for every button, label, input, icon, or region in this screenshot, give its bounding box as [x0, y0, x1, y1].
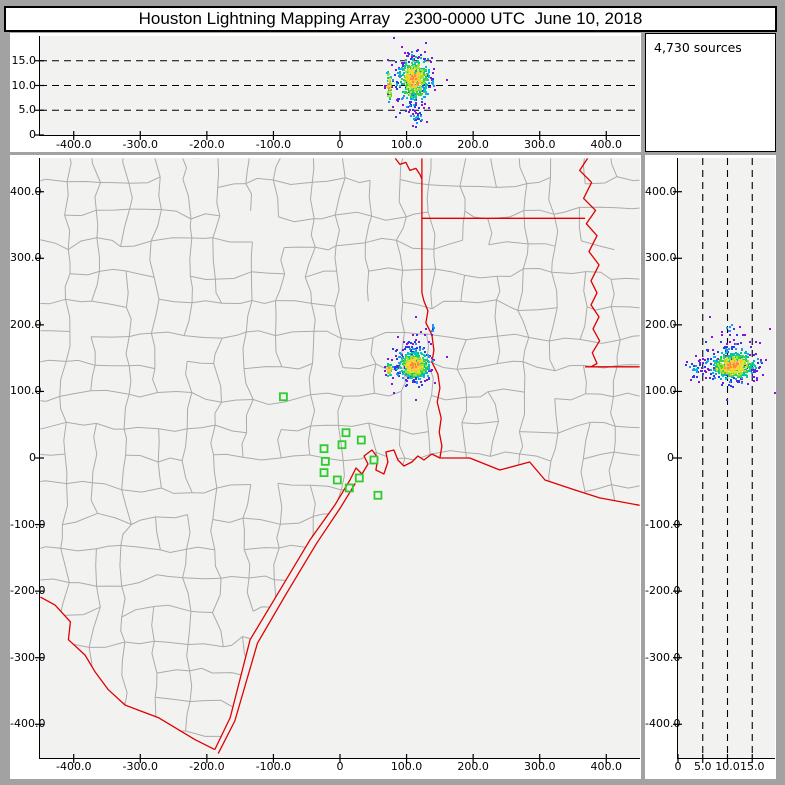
sources-count-box: 4,730 sources [645, 33, 776, 152]
state-boundaries-layer [40, 158, 640, 754]
tick-label: 300.0 [523, 138, 556, 151]
tick-label: 0 [674, 760, 682, 773]
tick-label: 100.0 [10, 384, 42, 398]
panel-plan-view-map: 400.0 300.0 200.0 100.0 0 -100.0 -200.0 -300.0 -… [10, 155, 641, 779]
tick-label: 10.0 [11, 78, 37, 92]
tick-label: 400.0 [645, 184, 677, 198]
tick-label: 100.0 [390, 138, 423, 151]
title-bar: Houston Lightning Mapping Array 2300-000… [4, 6, 777, 32]
lma-station-marker [337, 440, 347, 450]
altitude-ns-plot-area [673, 158, 776, 763]
tick-label: 400.0 [590, 760, 623, 773]
tick-label: -200.0 [645, 584, 681, 598]
scatter-points-layer [685, 316, 776, 401]
tick-label: -100.0 [645, 517, 681, 531]
altitude-ns-scatter [673, 158, 776, 763]
tick-label: -300.0 [122, 138, 159, 151]
tick-label: 200.0 [457, 760, 489, 773]
tick-label: 0 [667, 451, 674, 464]
tick-label: 0 [336, 138, 344, 151]
sources-count-label: 4,730 sources [654, 40, 742, 55]
tick-label: -200.0 [189, 138, 225, 151]
tick-label: -400.0 [645, 717, 681, 731]
tick-label: 10.0 [715, 760, 740, 773]
lma-station-marker [356, 435, 366, 445]
panel-altitude-vs-eastwest: 0 5.0 10.0 15.0 -400.0 -300.0 -200.0 -100.0 0 100… [10, 33, 641, 152]
tick-label: -200.0 [189, 760, 225, 773]
tick-label: 0 [29, 128, 36, 141]
lma-station-marker [369, 455, 379, 465]
lma-station-marker [319, 468, 329, 478]
tick-label: 400.0 [590, 138, 623, 151]
tick-label: 0 [336, 760, 344, 773]
panel-altitude-vs-northsouth: 400.0 300.0 200.0 100.0 0 -100.0 -200.0 -300.0 -… [645, 155, 776, 779]
plan-view-plot-area [35, 158, 640, 763]
plan-view-map-svg [35, 158, 640, 763]
lma-station-marker [279, 392, 288, 402]
lma-station-marker [373, 490, 383, 500]
tick-label: -300.0 [10, 650, 46, 664]
tick-label: -400.0 [55, 138, 92, 151]
lma-station-marker [344, 483, 354, 493]
tick-label: -400.0 [55, 760, 92, 773]
tick-label: 300.0 [645, 251, 677, 265]
lma-station-marker [320, 456, 330, 466]
scatter-points-layer [384, 316, 448, 401]
tick-label: 200.0 [645, 317, 677, 331]
altitude-ew-plot-area [35, 36, 640, 140]
tick-label: 300.0 [10, 251, 42, 265]
lma-station-marker [319, 444, 329, 454]
scatter-points-layer [384, 37, 448, 128]
tick-label: 15.0 [740, 760, 765, 773]
tick-label: -100.0 [10, 517, 46, 531]
tick-label: 200.0 [457, 138, 489, 151]
lma-station-marker [341, 428, 351, 438]
tick-label: 0 [29, 451, 36, 464]
county-boundaries-layer [40, 158, 640, 750]
tick-label: 300.0 [523, 760, 556, 773]
tick-label: -100.0 [255, 138, 292, 151]
altitude-ew-scatter [35, 37, 640, 140]
page-title: Houston Lightning Mapping Array 2300-000… [138, 9, 643, 28]
tick-label: -100.0 [255, 760, 292, 773]
tick-label: 100.0 [645, 384, 677, 398]
tick-label: 5.0 [694, 760, 712, 773]
lma-station-marker [354, 473, 364, 483]
tick-label: -400.0 [10, 717, 46, 731]
tick-label: 200.0 [10, 317, 42, 331]
tick-label: -300.0 [122, 760, 159, 773]
tick-label: -200.0 [10, 584, 46, 598]
tick-label: -300.0 [645, 650, 681, 664]
tick-label: 400.0 [10, 184, 42, 198]
tick-label: 15.0 [11, 53, 37, 67]
tick-label: 100.0 [390, 760, 423, 773]
tick-label: 5.0 [18, 103, 37, 117]
lma-stations-layer [279, 392, 383, 500]
lma-station-marker [332, 475, 342, 485]
